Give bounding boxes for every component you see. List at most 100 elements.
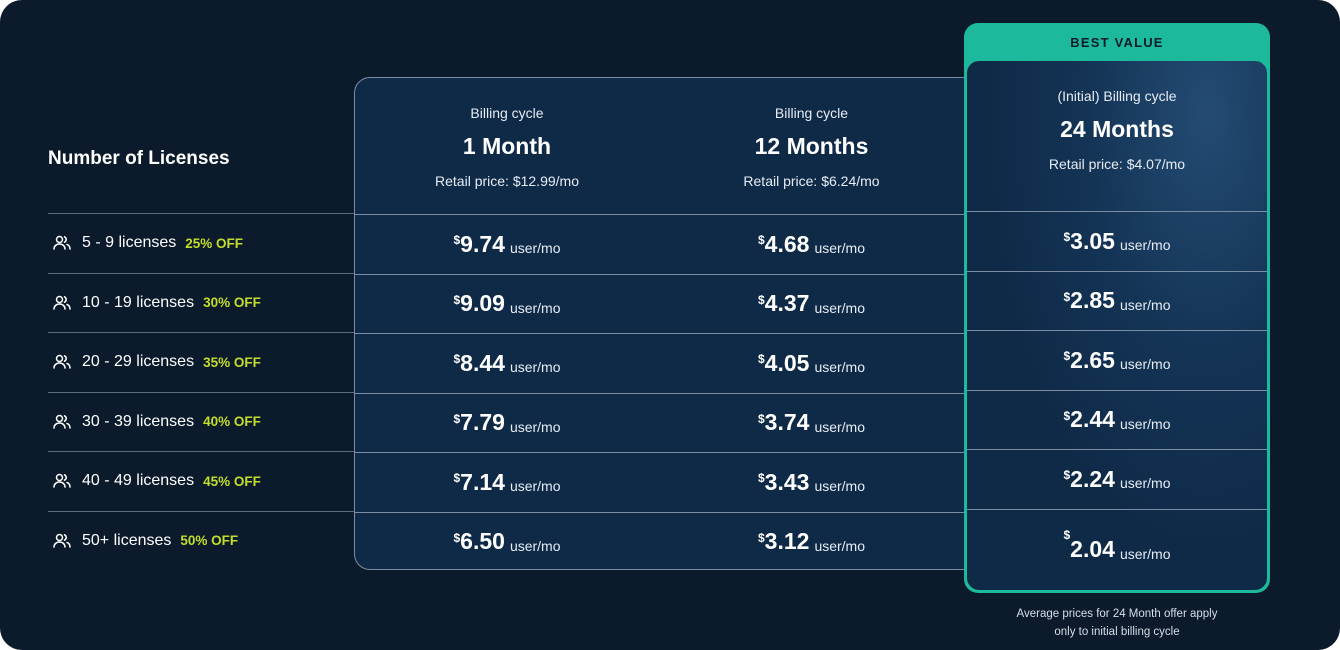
price-amount: 3.05 — [1070, 227, 1115, 254]
price-amount: 2.44 — [1070, 406, 1115, 433]
currency-symbol: $ — [757, 352, 765, 366]
plan-column-24-months[interactable]: BEST VALUE (Initial) Billing cycle 24 Mo… — [964, 23, 1270, 593]
footnote-line: Average prices for 24 Month offer apply — [1016, 608, 1218, 620]
users-icon — [52, 531, 72, 551]
price-cell[interactable]: $7.14 user/mo — [355, 452, 659, 512]
license-range: 50+ licenses — [82, 531, 172, 549]
currency-symbol: $ — [453, 352, 461, 366]
price-unit: user/mo — [1119, 237, 1171, 254]
plan-header: Billing cycle 12 Months Retail price: $6… — [659, 78, 964, 214]
price-amount: 2.65 — [1070, 346, 1115, 373]
price-unit: user/mo — [814, 240, 866, 257]
plan-column-1-month[interactable]: Billing cycle 1 Month Retail price: $12.… — [354, 77, 660, 570]
price-amount: 6.50 — [460, 528, 505, 555]
price-unit: user/mo — [1119, 545, 1171, 562]
price-cell[interactable]: $9.74 user/mo — [355, 214, 659, 274]
users-icon — [52, 233, 72, 253]
price-amount: 7.79 — [460, 409, 505, 436]
price-cell[interactable]: $3.05 user/mo — [967, 211, 1267, 271]
price-unit: user/mo — [1119, 475, 1171, 492]
price-cell[interactable]: $8.44 user/mo — [355, 333, 659, 393]
license-row-label: 20 - 29 licenses 35% OFF — [48, 332, 354, 392]
price-unit: user/mo — [814, 537, 866, 554]
price-cell[interactable]: $9.09 user/mo — [355, 273, 659, 334]
price-cell[interactable]: $2.85 user/mo — [967, 270, 1267, 331]
price-amount: 3.12 — [764, 528, 810, 555]
price-cell[interactable]: $2.04 user/mo — [967, 508, 1267, 590]
currency-symbol: $ — [1063, 408, 1071, 423]
billing-period: 1 Month — [462, 133, 552, 159]
price-unit: user/mo — [509, 299, 561, 316]
users-icon — [52, 412, 72, 432]
price-cell[interactable]: $7.79 user/mo — [355, 392, 659, 453]
billing-period: 24 Months — [1060, 116, 1174, 142]
license-range: 30 - 39 licenses — [82, 412, 195, 430]
price-unit: user/mo — [814, 359, 866, 376]
price-cell[interactable]: $2.24 user/mo — [967, 449, 1267, 509]
price-amount: 9.09 — [460, 290, 505, 317]
currency-symbol: $ — [1063, 289, 1071, 304]
plan-column-12-months[interactable]: Billing cycle 12 Months Retail price: $6… — [659, 77, 965, 570]
price-unit: user/mo — [814, 418, 866, 435]
billing-cycle-label: (Initial) Billing cycle — [1057, 88, 1177, 104]
price-unit: user/mo — [1119, 415, 1171, 432]
license-range: 5 - 9 licenses — [82, 234, 177, 252]
currency-symbol: $ — [757, 292, 765, 307]
price-unit: user/mo — [509, 478, 561, 495]
plan-header: (Initial) Billing cycle 24 Months Retail… — [967, 61, 1267, 197]
price-unit: user/mo — [814, 478, 866, 495]
license-range: 10 - 19 licenses — [82, 293, 195, 311]
price-amount: 3.43 — [764, 468, 810, 495]
currency-symbol: $ — [453, 471, 461, 485]
license-row-label: 10 - 19 licenses 30% OFF — [48, 272, 354, 333]
price-amount: 4.05 — [764, 349, 810, 376]
price-cell[interactable]: $4.37 user/mo — [659, 273, 964, 334]
currency-symbol: $ — [757, 411, 765, 426]
users-icon — [52, 471, 72, 491]
currency-symbol: $ — [1063, 349, 1071, 363]
best-value-badge: BEST VALUE — [1070, 35, 1164, 50]
currency-symbol: $ — [757, 233, 765, 247]
price-amount: 8.44 — [460, 349, 505, 376]
currency-symbol: $ — [757, 530, 765, 545]
price-cell[interactable]: $4.05 user/mo — [659, 333, 964, 393]
discount-badge: 40% OFF — [203, 414, 261, 430]
retail-price: Retail price: $12.99/mo — [435, 173, 579, 189]
price-cell[interactable]: $2.65 user/mo — [967, 330, 1267, 390]
footnote: Average prices for 24 Month offer apply … — [964, 605, 1270, 641]
license-row-labels: 5 - 9 licenses 25% OFF 10 - 19 licenses 30%… — [48, 213, 354, 570]
footnote-line: only to initial billing cycle — [1054, 626, 1180, 638]
license-row-label: 30 - 39 licenses 40% OFF — [48, 391, 354, 452]
retail-price: Retail price: $6.24/mo — [743, 173, 880, 189]
price-amount: 7.14 — [460, 468, 505, 495]
currency-symbol: $ — [453, 530, 461, 545]
price-amount: 2.04 — [1070, 536, 1115, 562]
currency-symbol: $ — [453, 233, 461, 247]
price-cell[interactable]: $4.68 user/mo — [659, 214, 964, 274]
price-unit: user/mo — [509, 240, 561, 257]
best-value-panel: (Initial) Billing cycle 24 Months Retail… — [967, 61, 1267, 590]
discount-badge: 50% OFF — [180, 533, 239, 549]
price-cell[interactable]: $3.12 user/mo — [659, 511, 964, 572]
license-range: 20 - 29 licenses — [82, 353, 195, 371]
discount-badge: 30% OFF — [203, 295, 261, 311]
users-icon — [52, 293, 72, 313]
price-cell[interactable]: $2.44 user/mo — [967, 389, 1267, 450]
price-cell[interactable]: $3.43 user/mo — [659, 452, 964, 512]
price-amount: 3.74 — [764, 409, 810, 436]
currency-symbol: $ — [1063, 527, 1071, 542]
price-cell[interactable]: $3.74 user/mo — [659, 392, 964, 453]
license-row-label: 40 - 49 licenses 45% OFF — [48, 451, 354, 511]
price-cell[interactable]: $6.50 user/mo — [355, 511, 659, 572]
price-amount: 4.68 — [764, 230, 810, 257]
currency-symbol: $ — [453, 292, 461, 307]
price-amount: 2.85 — [1070, 287, 1115, 314]
price-unit: user/mo — [1119, 356, 1171, 373]
currency-symbol: $ — [757, 471, 765, 485]
retail-price: Retail price: $4.07/mo — [1048, 156, 1186, 172]
price-amount: 4.37 — [764, 290, 810, 317]
price-amount: 9.74 — [460, 230, 505, 257]
currency-symbol: $ — [1063, 230, 1071, 244]
currency-symbol: $ — [453, 411, 461, 426]
